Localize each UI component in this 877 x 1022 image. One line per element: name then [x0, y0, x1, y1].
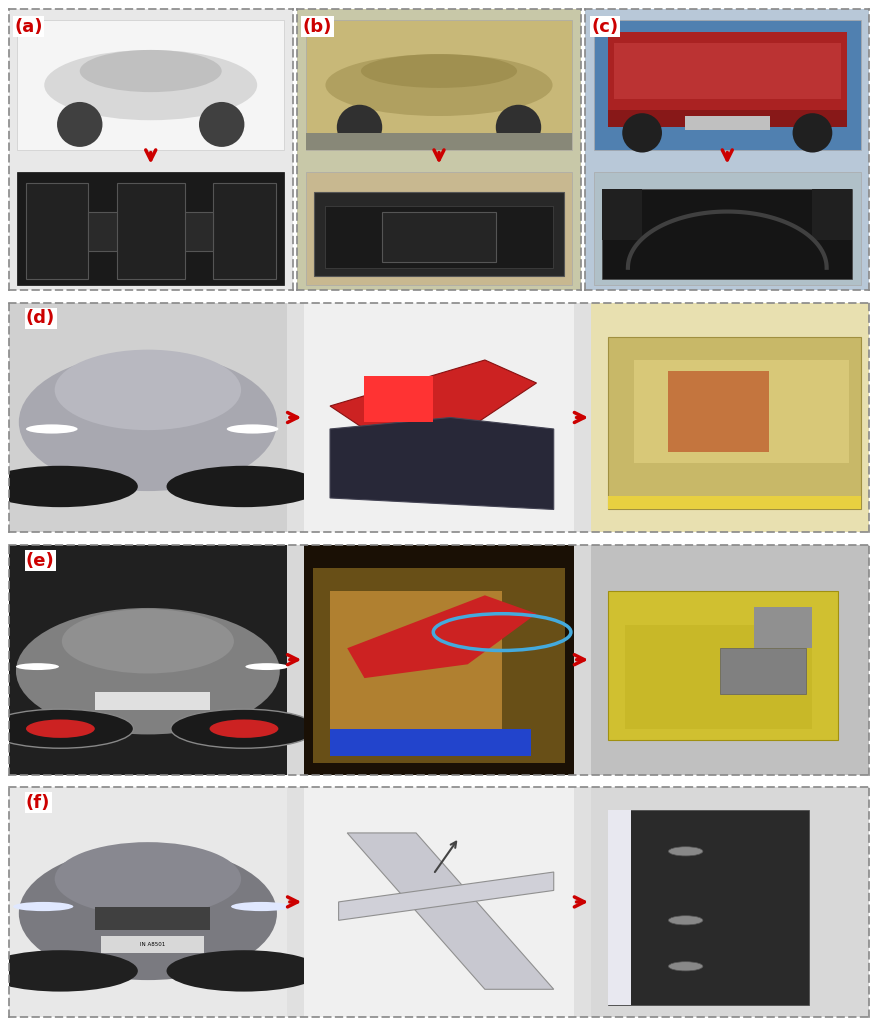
Bar	[608, 809, 808, 1006]
Circle shape	[0, 709, 133, 748]
Ellipse shape	[44, 50, 257, 121]
Bar	[364, 376, 432, 422]
Text: IN A8501: IN A8501	[139, 942, 165, 947]
Text: (a): (a)	[14, 17, 43, 36]
Polygon shape	[346, 833, 553, 989]
Ellipse shape	[360, 54, 517, 88]
Ellipse shape	[245, 663, 288, 670]
Circle shape	[667, 962, 702, 971]
Circle shape	[26, 719, 95, 738]
Bar	[303, 303, 574, 532]
Circle shape	[199, 102, 244, 147]
Bar	[613, 43, 840, 99]
Circle shape	[337, 104, 381, 149]
Bar	[325, 205, 552, 268]
Circle shape	[792, 113, 831, 152]
Bar	[9, 787, 287, 1017]
Circle shape	[667, 916, 702, 925]
Bar	[9, 545, 287, 775]
Bar	[590, 303, 868, 532]
Bar	[95, 692, 210, 710]
Polygon shape	[339, 872, 553, 920]
Circle shape	[167, 950, 321, 991]
Circle shape	[622, 113, 661, 152]
Bar	[9, 303, 287, 532]
Circle shape	[167, 466, 321, 507]
Ellipse shape	[226, 424, 278, 433]
Bar	[381, 212, 496, 262]
Ellipse shape	[13, 901, 74, 912]
Ellipse shape	[18, 353, 276, 491]
Bar	[305, 172, 572, 284]
Bar	[314, 192, 563, 276]
Circle shape	[171, 709, 317, 748]
Circle shape	[0, 950, 138, 991]
Bar	[811, 189, 852, 239]
Bar	[18, 172, 284, 284]
Bar	[608, 110, 845, 127]
Text: (c): (c)	[590, 17, 617, 36]
Bar	[719, 648, 805, 694]
Bar	[684, 115, 769, 130]
Text: (b): (b)	[303, 17, 332, 36]
Ellipse shape	[231, 901, 291, 912]
Bar	[593, 172, 859, 284]
Bar	[602, 189, 852, 279]
Bar	[89, 212, 213, 250]
Bar	[608, 496, 859, 509]
Ellipse shape	[61, 609, 233, 673]
Ellipse shape	[54, 350, 241, 430]
Bar	[213, 183, 275, 279]
Circle shape	[667, 846, 702, 856]
Bar	[753, 607, 811, 648]
Circle shape	[57, 102, 103, 147]
Bar	[18, 20, 284, 149]
Text: (f): (f)	[26, 794, 50, 811]
Ellipse shape	[325, 54, 552, 115]
Bar	[608, 32, 845, 122]
Polygon shape	[330, 417, 553, 509]
Bar	[95, 907, 210, 930]
Circle shape	[0, 466, 138, 507]
Bar	[305, 133, 572, 149]
Bar	[101, 936, 203, 953]
Bar	[330, 729, 531, 756]
Bar	[608, 809, 631, 1006]
Text: (e): (e)	[26, 552, 54, 569]
Ellipse shape	[54, 842, 241, 916]
Bar	[303, 545, 574, 775]
Polygon shape	[330, 360, 536, 440]
Bar	[590, 545, 868, 775]
Circle shape	[210, 719, 278, 738]
Ellipse shape	[80, 50, 221, 92]
Bar	[305, 20, 572, 149]
Bar	[624, 625, 811, 729]
Bar	[25, 183, 89, 279]
Ellipse shape	[16, 608, 280, 735]
Bar	[593, 20, 859, 149]
Text: (d): (d)	[26, 310, 55, 327]
Ellipse shape	[16, 663, 59, 670]
Bar	[608, 337, 859, 509]
Bar	[608, 591, 837, 740]
Bar	[633, 360, 848, 463]
Bar	[330, 591, 502, 740]
Bar	[602, 189, 641, 239]
Bar	[312, 568, 565, 763]
Polygon shape	[346, 595, 536, 679]
Bar	[590, 787, 868, 1017]
Ellipse shape	[26, 424, 77, 433]
Bar	[117, 183, 184, 279]
Bar	[667, 371, 768, 452]
Bar	[303, 787, 574, 1017]
Ellipse shape	[18, 846, 276, 980]
Circle shape	[496, 104, 540, 149]
